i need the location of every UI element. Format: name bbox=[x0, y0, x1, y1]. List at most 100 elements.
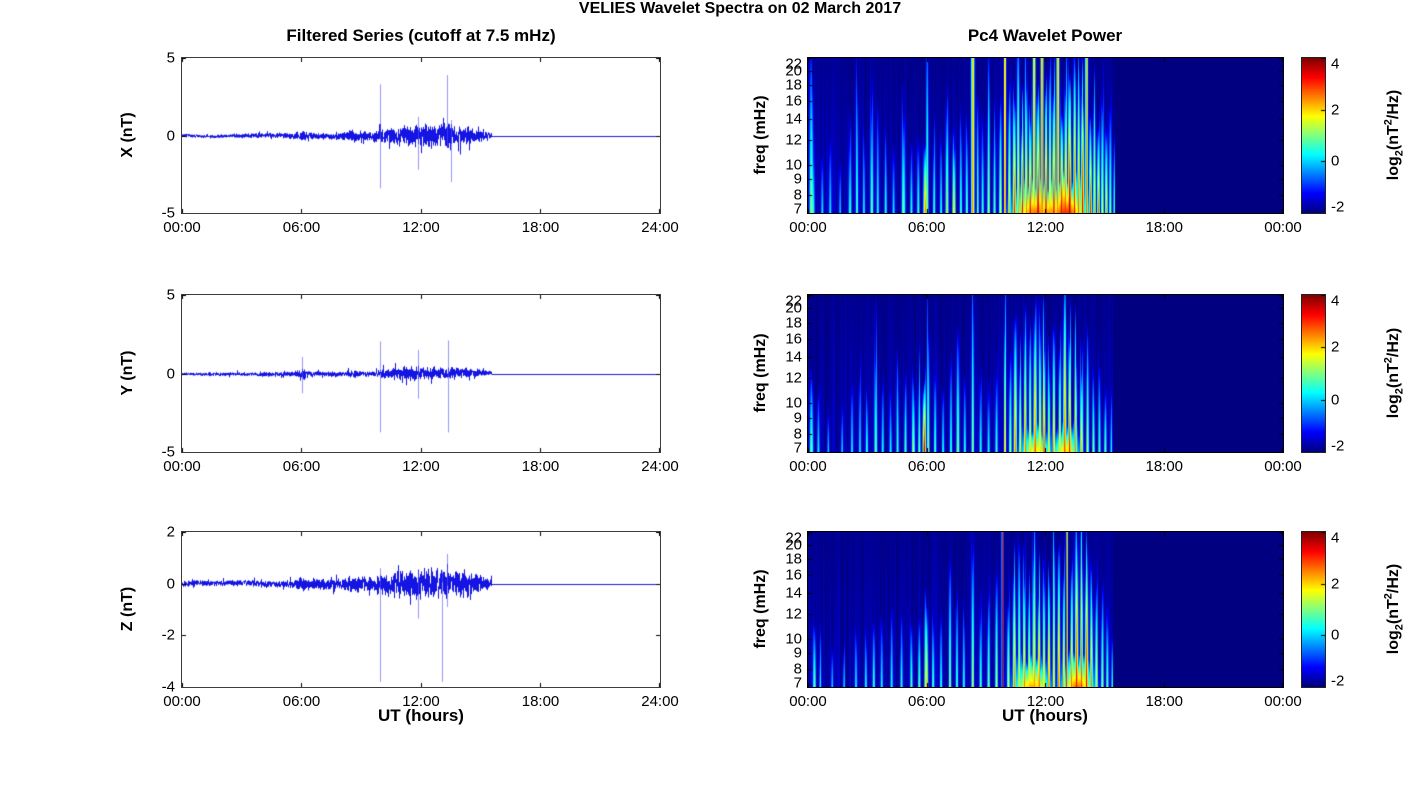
freq-tick-label: 20 bbox=[785, 62, 802, 80]
freq-tick-label: 16 bbox=[785, 92, 802, 110]
colorbar-gradient bbox=[1302, 295, 1325, 452]
freq-tick-label: 22 bbox=[785, 55, 802, 73]
freq-ylabel-row3: freq (mHz) bbox=[752, 569, 769, 649]
freq-tick-label: 12 bbox=[785, 605, 802, 623]
colorbar-tick-label: 0 bbox=[1331, 152, 1340, 170]
freq-tick-label: 22 bbox=[785, 529, 802, 547]
x-tick-label: 06:00 bbox=[907, 458, 946, 475]
freq-tick-label: 14 bbox=[785, 584, 802, 602]
freq-tick-label: 18 bbox=[785, 76, 802, 94]
ts-x-canvas bbox=[182, 58, 660, 213]
wav-y-canvas bbox=[808, 295, 1283, 452]
freq-tick-label: 9 bbox=[793, 644, 802, 662]
x-tick-label: 06:00 bbox=[907, 693, 946, 710]
x-tick-label: 18:00 bbox=[521, 458, 560, 475]
freq-tick-label: 7 bbox=[793, 439, 802, 457]
freq-tick-label: 8 bbox=[793, 425, 802, 443]
freq-tick-label: 10 bbox=[785, 394, 802, 412]
colorbar-tick-label: 4 bbox=[1331, 529, 1340, 547]
y-axis-ylabel: Y (nT) bbox=[119, 350, 136, 396]
right-column-title: Pc4 Wavelet Power bbox=[967, 26, 1123, 45]
y-tick-label: 0 bbox=[166, 127, 175, 144]
freq-tick-label: 18 bbox=[785, 550, 802, 568]
freq-tick-label: 10 bbox=[785, 630, 802, 648]
freq-tick-label: 8 bbox=[793, 660, 802, 678]
right-xaxis-label: UT (hours) bbox=[1002, 706, 1088, 725]
x-tick-label: 12:00 bbox=[402, 693, 440, 710]
freq-tick-label: 16 bbox=[785, 330, 802, 348]
x-tick-label: 00:00 bbox=[1264, 219, 1302, 236]
x-tick-label: 06:00 bbox=[282, 458, 321, 475]
wavelet-y-panel bbox=[807, 294, 1284, 453]
x-tick-label: 24:00 bbox=[641, 693, 679, 710]
colorbar-gradient bbox=[1302, 58, 1325, 213]
freq-tick-label: 16 bbox=[785, 566, 802, 584]
wavelet-z-panel bbox=[807, 531, 1284, 688]
timeseries-x-panel bbox=[181, 57, 661, 214]
timeseries-z-panel bbox=[181, 531, 661, 688]
y-tick-label: 0 bbox=[166, 575, 175, 593]
x-tick-label: 12:00 bbox=[1026, 693, 1065, 710]
x-tick-label: 00:00 bbox=[789, 458, 827, 475]
wav-x-canvas bbox=[808, 58, 1283, 213]
figure-title: VELIES Wavelet Spectra on 02 March 2017 bbox=[578, 0, 902, 17]
x-tick-label: 18:00 bbox=[521, 693, 560, 710]
freq-tick-label: 14 bbox=[785, 110, 802, 128]
x-tick-label: 00:00 bbox=[1264, 693, 1302, 710]
colorbar-tick-label: 2 bbox=[1331, 101, 1340, 119]
colorbar-tick-label: 2 bbox=[1331, 575, 1340, 593]
wavelet-x-panel bbox=[807, 57, 1284, 214]
ts-z-canvas bbox=[182, 532, 660, 687]
left-xaxis-label: UT (hours) bbox=[378, 706, 464, 725]
left-column-title: Filtered Series (cutoff at 7.5 mHz) bbox=[286, 26, 556, 45]
colorbar-label-row2: log2(nT2/Hz) bbox=[1382, 327, 1406, 419]
y-tick-label: 5 bbox=[166, 286, 175, 304]
colorbar-row1 bbox=[1301, 57, 1326, 214]
x-tick-label: 06:00 bbox=[907, 219, 946, 236]
y-tick-label: -4 bbox=[161, 678, 175, 696]
x-tick-label: 00:00 bbox=[163, 693, 201, 710]
y-tick-label: 5 bbox=[166, 49, 175, 67]
ts-y-canvas bbox=[182, 295, 660, 452]
freq-tick-label: 18 bbox=[785, 314, 802, 331]
x-tick-label: 06:00 bbox=[282, 219, 321, 236]
y-tick-label: 2 bbox=[166, 523, 175, 541]
freq-tick-label: 14 bbox=[785, 348, 802, 366]
freq-tick-label: 8 bbox=[793, 186, 802, 204]
freq-tick-label: 22 bbox=[785, 292, 802, 310]
x-tick-label: 18:00 bbox=[521, 219, 560, 236]
freq-tick-label: 12 bbox=[785, 369, 802, 387]
z-axis-ylabel: Z (nT) bbox=[119, 586, 136, 632]
x-tick-label: 00:00 bbox=[789, 693, 827, 710]
freq-tick-label: 12 bbox=[785, 131, 802, 149]
x-tick-label: 18:00 bbox=[1145, 219, 1184, 236]
colorbar-tick-label: 2 bbox=[1331, 338, 1340, 356]
freq-tick-label: 9 bbox=[793, 170, 802, 188]
wav-z-canvas bbox=[808, 532, 1283, 687]
freq-tick-label: 10 bbox=[785, 156, 802, 174]
colorbar-gradient bbox=[1302, 532, 1325, 687]
colorbar-label-row3: log2(nT2/Hz) bbox=[1382, 563, 1406, 655]
freq-tick-label: 20 bbox=[785, 536, 802, 554]
x-tick-label: 12:00 bbox=[1026, 458, 1065, 475]
colorbar-tick-label: 0 bbox=[1331, 391, 1340, 409]
y-tick-label: -2 bbox=[161, 626, 175, 644]
freq-tick-label: 9 bbox=[793, 409, 802, 427]
y-tick-label: 0 bbox=[166, 365, 175, 382]
freq-tick-label: 7 bbox=[793, 200, 802, 218]
x-tick-label: 18:00 bbox=[1145, 458, 1184, 475]
x-tick-label: 06:00 bbox=[282, 693, 321, 710]
x-tick-label: 12:00 bbox=[402, 219, 440, 236]
colorbar-row2 bbox=[1301, 294, 1326, 453]
colorbar-row3 bbox=[1301, 531, 1326, 688]
x-tick-label: 00:00 bbox=[163, 219, 201, 236]
x-tick-label: 00:00 bbox=[789, 219, 827, 236]
x-tick-label: 12:00 bbox=[1026, 219, 1065, 236]
colorbar-tick-label: 4 bbox=[1331, 55, 1340, 73]
timeseries-y-panel bbox=[181, 294, 661, 453]
y-tick-label: -5 bbox=[161, 443, 175, 461]
x-tick-label: 18:00 bbox=[1145, 693, 1184, 710]
x-tick-label: 24:00 bbox=[641, 458, 679, 475]
colorbar-tick-label: 0 bbox=[1331, 626, 1340, 644]
